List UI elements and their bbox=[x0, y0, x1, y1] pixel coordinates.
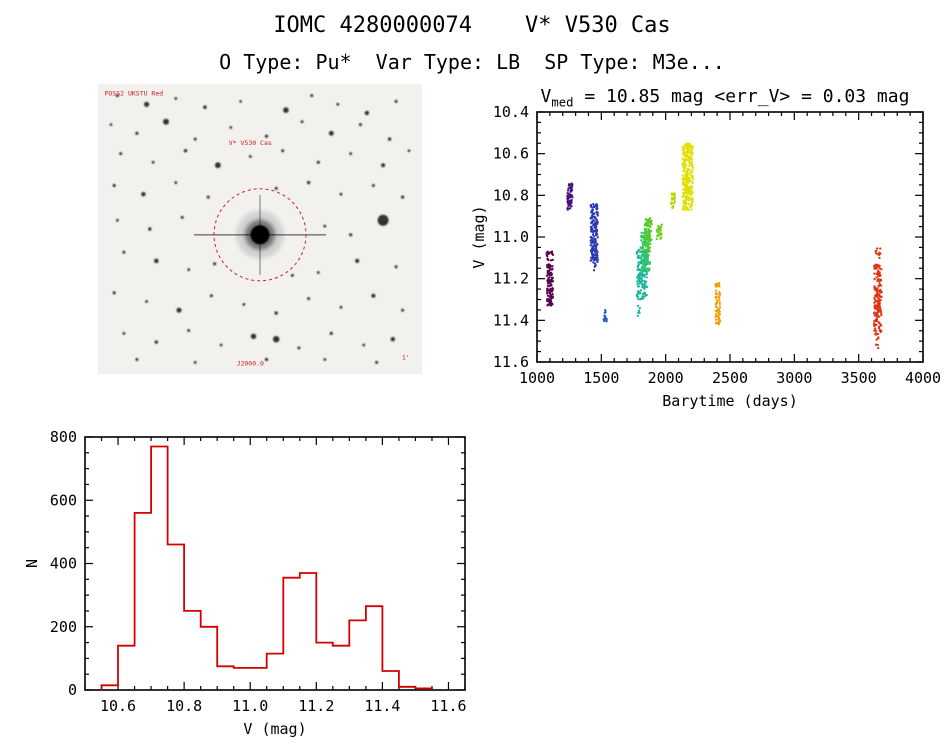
axes: 1000 1500 2000 2500 3000 3500 4000 10.4 10.6 10.8… bbox=[470, 103, 941, 410]
y-axis-title: V (mag) bbox=[470, 205, 488, 268]
target-star bbox=[194, 194, 326, 275]
x-tick-label: 1000 bbox=[519, 369, 555, 387]
scatter-cluster bbox=[643, 217, 653, 253]
x-tick-label: 11.4 bbox=[364, 697, 400, 715]
x-axis-title: Barytime (days) bbox=[662, 392, 797, 410]
x-tick-label: 2500 bbox=[712, 369, 748, 387]
scatter-cluster bbox=[874, 247, 882, 259]
scatter-cluster bbox=[636, 304, 641, 317]
scatter-cluster bbox=[566, 182, 574, 211]
star-field bbox=[109, 94, 411, 364]
scatter-cluster bbox=[545, 250, 555, 307]
finder-annotation: V* V530 Cas bbox=[229, 139, 272, 147]
x-tick-label: 4000 bbox=[905, 369, 941, 387]
vmed-value-text: = 10.85 mag <err_V> = 0.03 mag bbox=[573, 86, 910, 107]
scatter-cluster bbox=[681, 142, 694, 211]
histogram-outline bbox=[100, 445, 433, 690]
y-tick-label: 11.0 bbox=[493, 228, 529, 246]
tick-marks bbox=[84, 436, 466, 691]
y-tick-label: 11.2 bbox=[493, 270, 529, 288]
vmed-label: V bbox=[540, 86, 552, 107]
scatter-cluster bbox=[670, 192, 677, 209]
x-tick-label: 10.6 bbox=[100, 697, 136, 715]
tick-marks bbox=[536, 111, 924, 363]
y-tick-label: 0 bbox=[68, 681, 77, 699]
x-tick-label: 2000 bbox=[648, 369, 684, 387]
x-axis-title: V (mag) bbox=[243, 720, 306, 738]
finder-annotation: J2000.0 bbox=[237, 359, 264, 367]
y-tick-label: 600 bbox=[50, 491, 77, 509]
axis-labels: 10.6 10.8 11.0 11.2 11.4 11.6 0 200 400 600 800 V (… bbox=[23, 428, 467, 738]
scatter-cluster bbox=[872, 263, 883, 336]
scatter-cluster bbox=[655, 223, 664, 241]
x-tick-label: 10.8 bbox=[166, 697, 202, 715]
page-subtitle: O Type: Pu* Var Type: LB SP Type: M3e... bbox=[219, 50, 725, 74]
histogram-plot: 10.6 10.8 11.0 11.2 11.4 11.6 0 200 400 600 800 V (… bbox=[23, 428, 467, 738]
y-tick-label: 11.6 bbox=[493, 353, 529, 371]
scatter-cluster bbox=[589, 203, 599, 264]
finder-annotation: 1' bbox=[402, 354, 410, 362]
y-tick-label: 10.4 bbox=[493, 103, 529, 121]
scatter-cluster bbox=[602, 308, 608, 323]
target-marker-circle bbox=[213, 188, 307, 282]
finder-annotation: POSS2 UKSTU Red bbox=[104, 90, 163, 98]
y-tick-label: 10.8 bbox=[493, 186, 529, 204]
lightcurve-plot: 1000 1500 2000 2500 3000 3500 4000 10.4 10.6 10.8… bbox=[470, 103, 941, 410]
vmed-subscript: med bbox=[551, 95, 574, 110]
x-tick-label: 3500 bbox=[841, 369, 877, 387]
lightcurve-title: Vmed = 10.85 mag <err_V> = 0.03 mag bbox=[505, 86, 944, 110]
y-tick-label: 10.6 bbox=[493, 145, 529, 163]
y-tick-label: 400 bbox=[50, 555, 77, 573]
axis-labels: 1000 1500 2000 2500 3000 3500 4000 10.4 10.6 10.8… bbox=[470, 103, 941, 410]
x-tick-label: 11.0 bbox=[232, 697, 268, 715]
x-tick-label: 1500 bbox=[583, 369, 619, 387]
axes: 10.6 10.8 11.0 11.2 11.4 11.6 0 200 400 600 800 V (… bbox=[23, 428, 467, 738]
y-axis-title: N bbox=[23, 559, 41, 568]
x-tick-label: 11.6 bbox=[430, 697, 466, 715]
y-tick-label: 200 bbox=[50, 618, 77, 636]
scatter-cluster bbox=[714, 281, 722, 326]
finder-chart: POSS2 UKSTU Red V* V530 Cas J2000.0 1' bbox=[98, 84, 422, 374]
y-tick-label: 11.4 bbox=[493, 311, 529, 329]
page-title: IOMC 4280000074 V* V530 Cas bbox=[273, 13, 671, 38]
y-tick-label: 800 bbox=[50, 428, 77, 446]
x-tick-label: 3000 bbox=[776, 369, 812, 387]
scatter-cluster bbox=[592, 261, 597, 272]
x-tick-label: 11.2 bbox=[298, 697, 334, 715]
scatter-cluster bbox=[874, 336, 880, 350]
